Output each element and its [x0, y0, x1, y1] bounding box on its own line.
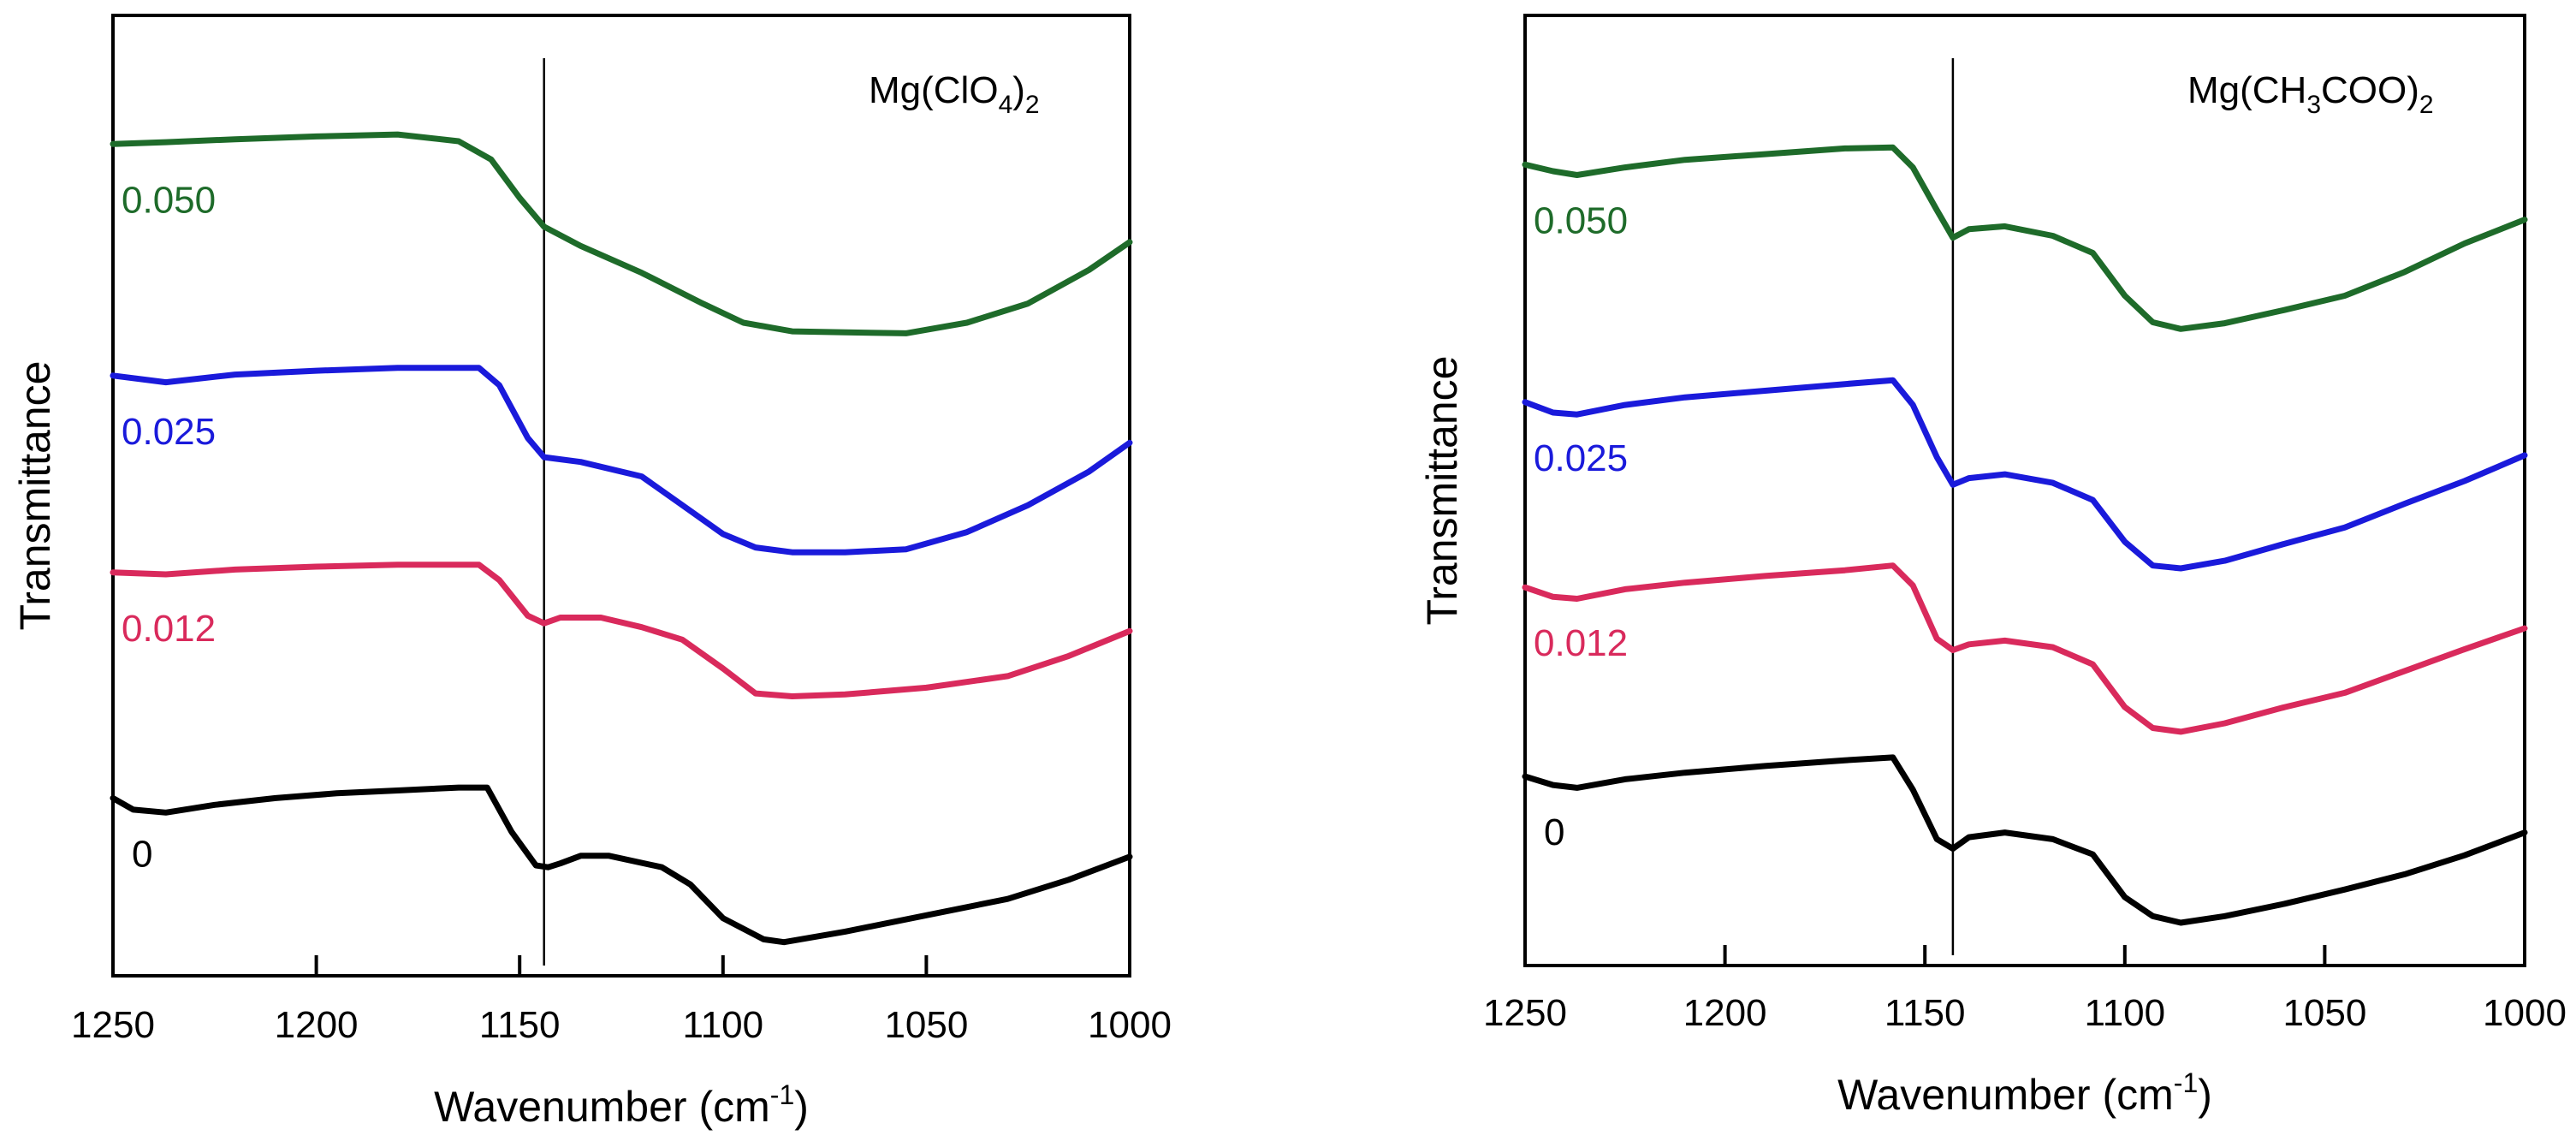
right-x-tick-label: 1250: [1483, 992, 1567, 1034]
left-plot-frame: [111, 14, 1131, 978]
right-x-ticks: 1250 1200 1150 1100 1050 1000: [1483, 945, 2567, 1034]
right-series-line-0-050: [1522, 144, 2528, 332]
left-series-group: [110, 131, 1133, 946]
right-x-axis-title: Wavenumber (cm-1): [1837, 1067, 2212, 1119]
left-x-axis-title: Wavenumber (cm-1): [434, 1079, 809, 1131]
left-chart-title: Mg(ClO4)2: [869, 69, 1040, 119]
left-series-labels: 0.050 0.025 0.012 0: [122, 179, 216, 875]
right-series-group: [1522, 144, 2528, 926]
left-x-tick-label: 1000: [1088, 1004, 1172, 1046]
right-series-labels: 0.050 0.025 0.012 0: [1534, 199, 1628, 853]
left-x-tick-label: 1100: [682, 1004, 763, 1046]
left-series-label-0-025: 0.025: [122, 411, 216, 453]
left-series-line-0: [110, 784, 1133, 946]
right-series-label-0: 0: [1544, 811, 1564, 853]
left-series-label-0-012: 0.012: [122, 608, 216, 650]
right-series-label-0-012: 0.012: [1534, 622, 1628, 664]
right-x-tick-label: 1000: [2483, 992, 2567, 1034]
right-series-label-0-050: 0.050: [1534, 199, 1628, 241]
left-x-ticks: 1250 1200 1150 1100 1050 1000: [71, 955, 1172, 1046]
left-x-tick-label: 1150: [479, 1004, 561, 1046]
left-x-tick-label: 1050: [884, 1004, 968, 1046]
right-plot-frame: [1523, 14, 2526, 967]
left-chart-panel: 1250 1200 1150 1100 1050 1000 0.050 0.025 0.012…: [11, 14, 1172, 1131]
left-series-label-0: 0: [132, 833, 152, 875]
right-series-label-0-025: 0.025: [1534, 437, 1628, 479]
right-x-tick-label: 1100: [2084, 992, 2165, 1034]
left-series-line-0-012: [110, 562, 1133, 699]
right-series-line-0: [1522, 754, 2528, 926]
right-x-tick-label: 1200: [1683, 992, 1767, 1034]
right-x-tick-label: 1150: [1885, 992, 1966, 1034]
left-y-axis-title: Transmittance: [11, 361, 59, 631]
right-series-line-0-012: [1522, 562, 2528, 735]
left-series-line-0-025: [110, 365, 1133, 556]
left-x-tick-label: 1250: [71, 1004, 155, 1046]
right-x-tick-label: 1050: [2282, 992, 2366, 1034]
right-y-axis-title: Transmittance: [1418, 356, 1466, 626]
right-chart-title: Mg(CH3COO)2: [2187, 69, 2434, 119]
left-series-label-0-050: 0.050: [122, 179, 216, 221]
right-series-line-0-025: [1522, 377, 2528, 572]
right-chart-panel: 1250 1200 1150 1100 1050 1000 0.050 0.025 0.012…: [1418, 14, 2567, 1119]
left-series-line-0-050: [110, 131, 1133, 336]
left-x-tick-label: 1200: [275, 1004, 359, 1046]
